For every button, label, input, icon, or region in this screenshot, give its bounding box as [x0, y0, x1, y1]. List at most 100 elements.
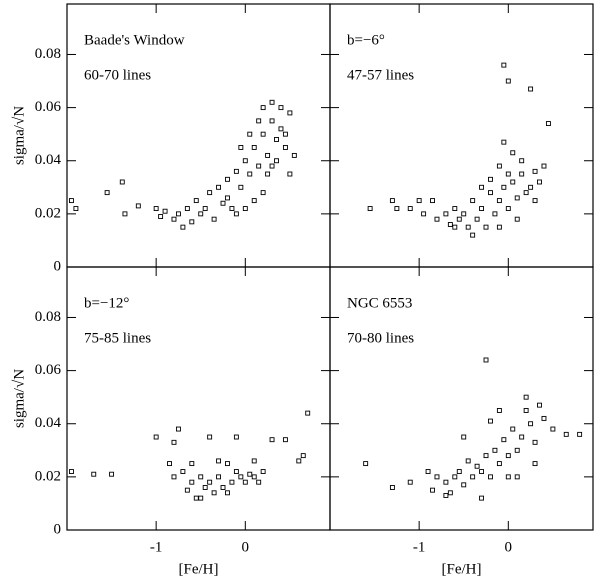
point	[456, 469, 462, 475]
point	[541, 415, 547, 421]
point	[389, 198, 395, 204]
point	[238, 145, 244, 150]
point	[488, 176, 493, 182]
point	[474, 463, 480, 469]
point	[287, 110, 293, 116]
point	[260, 105, 266, 111]
point	[367, 206, 373, 212]
point	[434, 216, 440, 222]
panel-title: b=−12°	[84, 295, 129, 311]
point	[225, 176, 230, 182]
point	[69, 198, 74, 204]
point	[256, 118, 262, 124]
point	[300, 453, 306, 459]
point	[180, 469, 186, 475]
x-axis-label: [Fe/H]	[442, 561, 482, 577]
point	[256, 479, 262, 485]
point	[202, 206, 208, 212]
point	[189, 219, 195, 225]
point	[211, 216, 217, 222]
point	[274, 137, 279, 142]
point	[225, 195, 230, 201]
y-tick-label: 0.02	[35, 205, 61, 221]
point	[461, 434, 467, 440]
point	[229, 206, 235, 212]
point	[394, 206, 400, 212]
point	[483, 357, 489, 363]
point	[269, 99, 275, 105]
point	[510, 426, 516, 432]
point	[153, 206, 159, 212]
point	[198, 495, 204, 501]
y-tick-label: 0	[54, 258, 62, 274]
point	[505, 206, 511, 212]
point	[193, 198, 199, 204]
point	[479, 184, 485, 190]
point	[488, 474, 493, 480]
point	[216, 458, 222, 464]
point	[488, 418, 493, 424]
point	[238, 474, 244, 480]
point	[189, 479, 195, 485]
y-axis-label: sigma/√N	[11, 369, 27, 428]
point	[282, 131, 288, 137]
point	[532, 168, 538, 174]
point	[265, 152, 271, 158]
point	[501, 437, 507, 443]
point	[119, 179, 125, 185]
point	[537, 179, 542, 185]
point	[537, 402, 542, 408]
point	[514, 216, 520, 222]
point	[483, 224, 489, 230]
point	[247, 171, 253, 177]
point	[510, 150, 516, 156]
point	[465, 224, 471, 230]
point	[91, 471, 97, 477]
point	[220, 485, 226, 490]
y-tick-label: 0.02	[35, 468, 61, 484]
point	[269, 163, 275, 169]
point	[363, 461, 369, 467]
point	[452, 474, 458, 480]
point	[528, 421, 534, 427]
point	[528, 86, 534, 92]
point	[175, 426, 181, 432]
point	[447, 222, 453, 227]
point	[465, 458, 471, 464]
point	[167, 461, 172, 467]
point	[443, 479, 449, 485]
point	[501, 62, 507, 68]
point	[577, 431, 583, 437]
point	[216, 184, 222, 190]
point	[483, 453, 489, 459]
point	[269, 118, 275, 124]
point	[452, 224, 458, 230]
panel-title: Baade's Window	[84, 32, 185, 48]
point	[233, 469, 239, 475]
point	[523, 190, 529, 196]
point	[514, 474, 520, 480]
point	[519, 434, 525, 440]
point	[238, 184, 244, 190]
point	[425, 469, 431, 475]
point	[251, 458, 257, 464]
point	[496, 198, 502, 204]
point	[220, 200, 226, 206]
point	[162, 208, 168, 214]
point	[211, 490, 217, 496]
x-tick-label: 0	[242, 539, 250, 555]
panel-subtitle: 75-85 lines	[84, 330, 151, 346]
point	[443, 493, 449, 498]
point	[456, 216, 462, 222]
point	[505, 171, 511, 177]
y-tick-label: 0	[54, 521, 62, 537]
y-tick-label: 0.06	[35, 362, 62, 378]
point	[496, 163, 502, 169]
point	[291, 152, 297, 158]
point	[104, 190, 110, 196]
point	[470, 232, 476, 238]
point	[171, 474, 177, 480]
point	[122, 211, 128, 217]
point	[305, 410, 311, 416]
